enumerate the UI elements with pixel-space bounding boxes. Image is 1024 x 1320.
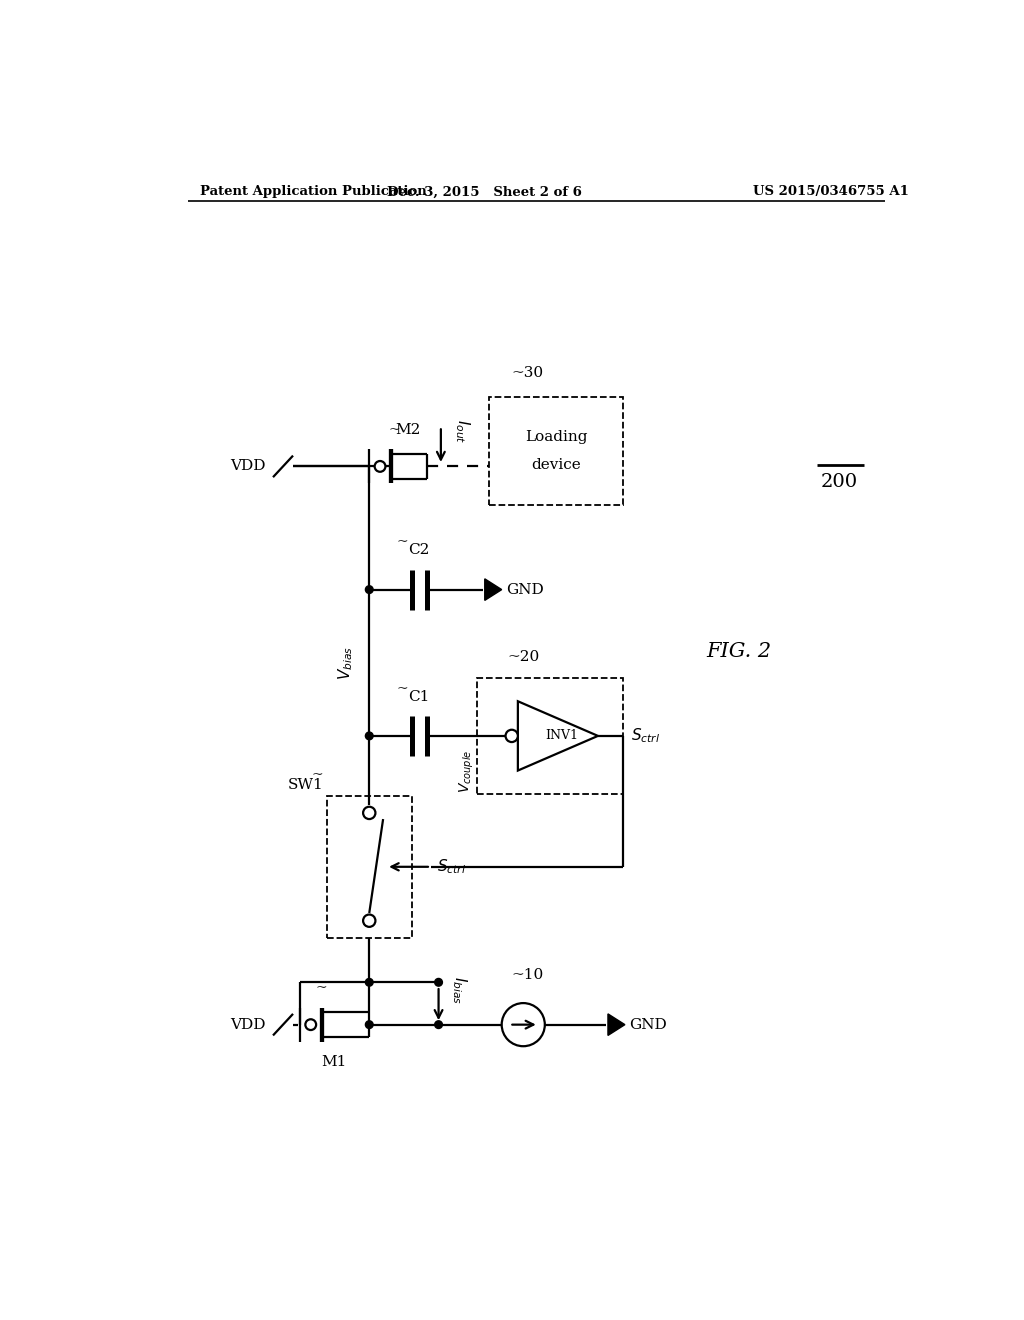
Circle shape [366,586,373,594]
Text: M1: M1 [322,1056,346,1069]
Text: INV1: INV1 [545,730,579,742]
Text: C1: C1 [409,689,430,704]
Text: $V_{bias}$: $V_{bias}$ [337,645,355,680]
Circle shape [364,915,376,927]
Text: GND: GND [630,1018,668,1032]
Text: ~10: ~10 [511,969,544,982]
Polygon shape [484,579,502,601]
Text: M2: M2 [395,424,421,437]
Text: ~20: ~20 [507,651,540,664]
Circle shape [435,1020,442,1028]
Text: $S_{ctrl}$: $S_{ctrl}$ [437,858,466,876]
Circle shape [366,1020,373,1028]
Text: Patent Application Publication: Patent Application Publication [200,185,427,198]
Text: $I_{out}$: $I_{out}$ [454,418,472,444]
Text: SW1: SW1 [288,777,323,792]
Text: ~: ~ [389,424,400,437]
Circle shape [375,461,385,471]
Bar [327,796,412,937]
Circle shape [364,807,376,818]
Circle shape [435,978,442,986]
Text: ~: ~ [396,682,409,696]
Text: C2: C2 [409,544,430,557]
Text: VDD: VDD [229,459,265,474]
Circle shape [502,1003,545,1047]
Text: Dec. 3, 2015   Sheet 2 of 6: Dec. 3, 2015 Sheet 2 of 6 [387,185,583,198]
Circle shape [366,978,373,986]
Text: FIG. 2: FIG. 2 [707,642,771,661]
Circle shape [366,733,373,739]
Text: VDD: VDD [229,1018,265,1032]
Text: $V_{couple}$: $V_{couple}$ [458,750,476,793]
Polygon shape [608,1014,625,1035]
Text: ~: ~ [315,981,328,995]
Text: device: device [531,458,581,471]
Bar [477,678,624,793]
Text: GND: GND [506,582,544,597]
Text: ~: ~ [311,768,323,781]
Bar [488,397,624,506]
Text: $S_{ctrl}$: $S_{ctrl}$ [631,726,660,746]
Text: ~30: ~30 [511,366,543,380]
Text: 200: 200 [820,473,857,491]
Text: US 2015/0346755 A1: US 2015/0346755 A1 [754,185,909,198]
Circle shape [305,1019,316,1030]
Text: Loading: Loading [524,430,587,444]
Circle shape [506,730,518,742]
Text: ~: ~ [396,536,409,549]
Text: $I_{bias}$: $I_{bias}$ [451,975,469,1005]
